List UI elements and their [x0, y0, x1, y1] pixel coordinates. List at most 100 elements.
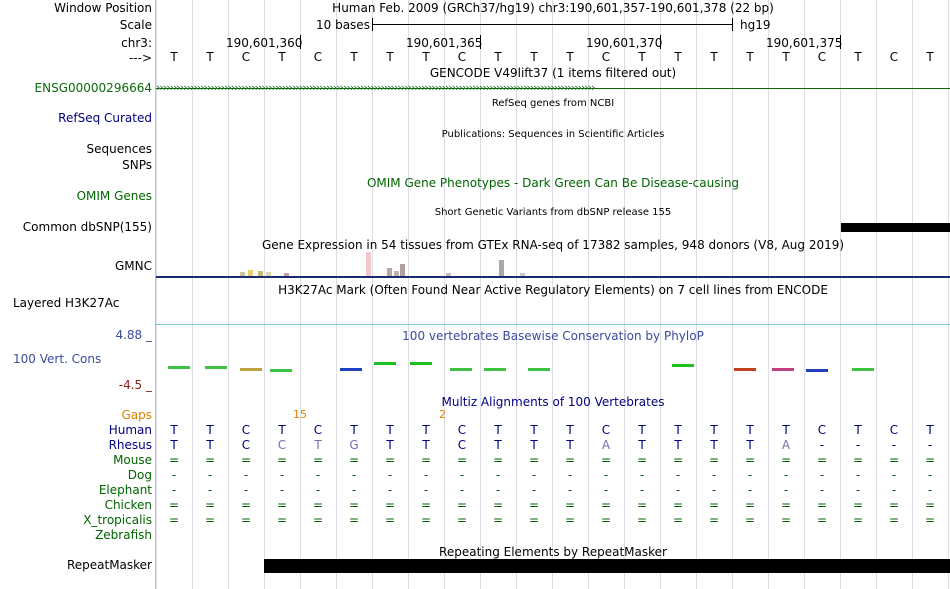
base-letter: T — [530, 423, 538, 437]
ensg-track-label[interactable]: ENSG00000296664 — [34, 81, 152, 95]
species-label[interactable]: Mouse — [113, 453, 152, 467]
base-letter: = — [312, 453, 324, 467]
gtex-tissue-bar[interactable] — [400, 264, 405, 276]
base-letter: - — [567, 468, 573, 482]
base-letter: C — [601, 423, 611, 437]
base-letter: - — [207, 468, 213, 482]
refseq-track-label[interactable]: RefSeq Curated — [58, 111, 152, 125]
dbsnp-variant-feature[interactable] — [841, 223, 950, 232]
base-grid-line — [840, 0, 841, 589]
gap-count: 15 — [293, 408, 307, 421]
base-letter: - — [603, 468, 609, 482]
species-label[interactable]: X_tropicalis — [83, 513, 152, 527]
h3k27ac-track-label[interactable]: Layered H3K27Ac — [13, 296, 120, 310]
repeatmasker-track-label[interactable]: RepeatMasker — [66, 558, 152, 572]
base-letter: = — [492, 513, 504, 527]
base-letter: - — [207, 483, 213, 497]
base-letter: - — [639, 483, 645, 497]
base-letter: = — [816, 453, 828, 467]
base-letter: - — [927, 483, 933, 497]
h3k27ac-track-title: H3K27Ac Mark (Often Found Near Active Re… — [278, 283, 828, 297]
base-letter: T — [386, 438, 394, 452]
base-letter: T — [386, 50, 394, 64]
base-letter: = — [852, 453, 864, 467]
base-letter: = — [456, 498, 468, 512]
gtex-tissue-bar[interactable] — [446, 273, 451, 276]
base-letter: T — [170, 50, 178, 64]
gtex-tissue-bar[interactable] — [387, 268, 392, 276]
gtex-tissue-bar[interactable] — [248, 270, 253, 276]
gmnc-track-label[interactable]: GMNC — [114, 259, 152, 273]
gtex-tissue-bar[interactable] — [284, 273, 289, 276]
gtex-tissue-bar[interactable] — [520, 273, 525, 276]
base-letter: = — [744, 513, 756, 527]
sequences-track-label[interactable]: Sequences — [86, 142, 152, 156]
base-grid-line — [264, 0, 265, 589]
species-label[interactable]: Zebrafish — [95, 528, 152, 542]
base-letter: T — [206, 438, 214, 452]
base-letter: T — [746, 423, 754, 437]
base-letter: = — [384, 498, 396, 512]
scale-text: 10 bases — [316, 18, 370, 32]
phylop-score-mark — [484, 368, 506, 371]
base-letter: T — [710, 50, 718, 64]
base-letter: = — [348, 498, 360, 512]
base-grid-line — [336, 0, 337, 589]
base-letter: = — [276, 513, 288, 527]
base-letter: = — [564, 453, 576, 467]
base-letter: T — [350, 50, 358, 64]
base-grid-line — [948, 0, 949, 589]
base-letter: = — [420, 498, 432, 512]
species-label[interactable]: Human — [108, 423, 152, 437]
scale-bar-left-tick — [372, 18, 373, 31]
base-letter: - — [171, 483, 177, 497]
base-letter: - — [783, 468, 789, 482]
snps-track-label[interactable]: SNPs — [122, 158, 152, 172]
base-letter: T — [170, 423, 178, 437]
phylop-score-mark — [240, 368, 262, 371]
base-grid-line — [588, 0, 589, 589]
repeatmasker-feature[interactable] — [264, 559, 950, 573]
base-letter: C — [889, 50, 899, 64]
base-grid-line — [876, 0, 877, 589]
base-letter: T — [926, 50, 934, 64]
scale-label: Scale — [119, 18, 152, 32]
species-label[interactable]: Elephant — [98, 483, 152, 497]
base-letter: T — [170, 438, 178, 452]
gencode-track-title: GENCODE V49lift37 (1 items filtered out) — [429, 66, 677, 80]
species-label[interactable]: Dog — [127, 468, 152, 482]
base-letter: = — [744, 453, 756, 467]
base-letter: - — [711, 483, 717, 497]
base-grid-line — [624, 0, 625, 589]
gtex-tissue-bar[interactable] — [266, 272, 271, 276]
phylop-score-mark — [806, 369, 828, 372]
base-letter: T — [386, 423, 394, 437]
gtex-tissue-bar[interactable] — [240, 272, 245, 276]
ensg-gene-feature[interactable]: ››››››››››››››››››››››››››››››››››››››››… — [156, 82, 595, 94]
base-grid-line — [732, 0, 733, 589]
phylop-score-mark — [340, 368, 362, 371]
dbsnp-track-label[interactable]: Common dbSNP(155) — [22, 220, 152, 234]
base-letter: - — [495, 468, 501, 482]
species-label[interactable]: Chicken — [104, 498, 152, 512]
gtex-tissue-bar[interactable] — [499, 260, 504, 276]
vert-cons-track-label[interactable]: 100 Vert. Cons — [13, 352, 102, 366]
scale-db: hg19 — [740, 18, 771, 32]
base-grid-line — [408, 0, 409, 589]
base-letter: = — [780, 498, 792, 512]
base-letter: - — [351, 483, 357, 497]
base-letter: - — [819, 438, 825, 452]
base-letter: = — [528, 498, 540, 512]
base-letter: G — [349, 438, 359, 452]
base-grid-line — [912, 0, 913, 589]
base-letter: = — [564, 498, 576, 512]
species-label[interactable]: Rhesus — [108, 438, 152, 452]
gtex-tissue-bar[interactable] — [258, 271, 263, 276]
omim-track-label[interactable]: OMIM Genes — [76, 189, 152, 203]
phylop-score-mark — [168, 366, 190, 369]
gtex-tissue-bar[interactable] — [394, 271, 399, 276]
gtex-tissue-bar[interactable] — [366, 252, 371, 276]
base-letter: = — [636, 453, 648, 467]
base-letter: = — [924, 513, 936, 527]
